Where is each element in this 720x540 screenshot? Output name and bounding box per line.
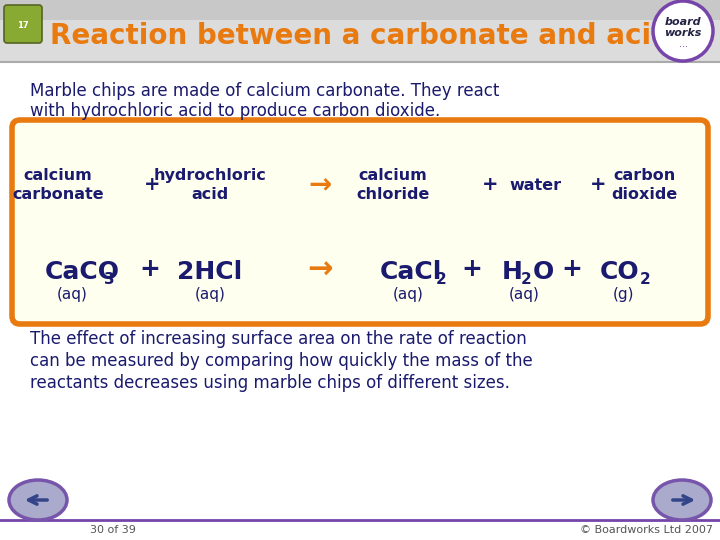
Text: board: board	[665, 17, 701, 27]
Text: →: →	[307, 255, 333, 285]
Ellipse shape	[9, 480, 67, 520]
Text: calcium
chloride: calcium chloride	[356, 168, 430, 202]
Text: works: works	[665, 28, 702, 38]
Text: calcium
carbonate: calcium carbonate	[12, 168, 104, 202]
Text: carbon
dioxide: carbon dioxide	[611, 168, 677, 202]
Text: (aq): (aq)	[57, 287, 87, 301]
Text: 2: 2	[521, 272, 532, 287]
Text: (aq): (aq)	[194, 287, 225, 301]
Text: CaCl: CaCl	[380, 260, 442, 284]
Text: (aq): (aq)	[392, 287, 423, 301]
Text: © Boardworks Ltd 2007: © Boardworks Ltd 2007	[580, 525, 713, 535]
Text: +: +	[482, 176, 498, 194]
Text: with hydrochloric acid to produce carbon dioxide.: with hydrochloric acid to produce carbon…	[30, 102, 440, 120]
Text: CO: CO	[600, 260, 639, 284]
Text: ...: ...	[678, 39, 688, 49]
Text: H: H	[502, 260, 523, 284]
Text: 2: 2	[436, 272, 446, 287]
Bar	[0, 0, 720, 20]
Ellipse shape	[653, 480, 711, 520]
Text: CaCO: CaCO	[45, 260, 120, 284]
Text: 30 of 39: 30 of 39	[90, 525, 136, 535]
Text: water: water	[510, 178, 562, 192]
FancyBboxPatch shape	[12, 120, 708, 324]
Text: Marble chips are made of calcium carbonate. They react: Marble chips are made of calcium carbona…	[30, 82, 500, 100]
Text: 3: 3	[104, 272, 114, 287]
Text: 2: 2	[640, 272, 651, 287]
Text: →: →	[308, 171, 332, 199]
Text: (g): (g)	[612, 287, 634, 301]
Text: +: +	[562, 257, 582, 281]
Text: +: +	[462, 257, 482, 281]
Text: The effect of increasing surface area on the rate of reaction: The effect of increasing surface area on…	[30, 330, 527, 348]
Text: can be measured by comparing how quickly the mass of the: can be measured by comparing how quickly…	[30, 352, 533, 370]
Circle shape	[653, 1, 713, 61]
Text: +: +	[590, 176, 606, 194]
Text: +: +	[144, 176, 161, 194]
Text: Reaction between a carbonate and acid: Reaction between a carbonate and acid	[50, 22, 671, 50]
Text: (aq): (aq)	[508, 287, 539, 301]
Text: 17: 17	[17, 21, 29, 30]
Text: +: +	[140, 257, 161, 281]
Bar	[0, 0, 720, 62]
FancyBboxPatch shape	[4, 5, 42, 43]
Text: O: O	[533, 260, 554, 284]
Text: reactants decreases using marble chips of different sizes.: reactants decreases using marble chips o…	[30, 374, 510, 392]
Text: 2HCl: 2HCl	[177, 260, 243, 284]
Text: hydrochloric
acid: hydrochloric acid	[153, 168, 266, 202]
